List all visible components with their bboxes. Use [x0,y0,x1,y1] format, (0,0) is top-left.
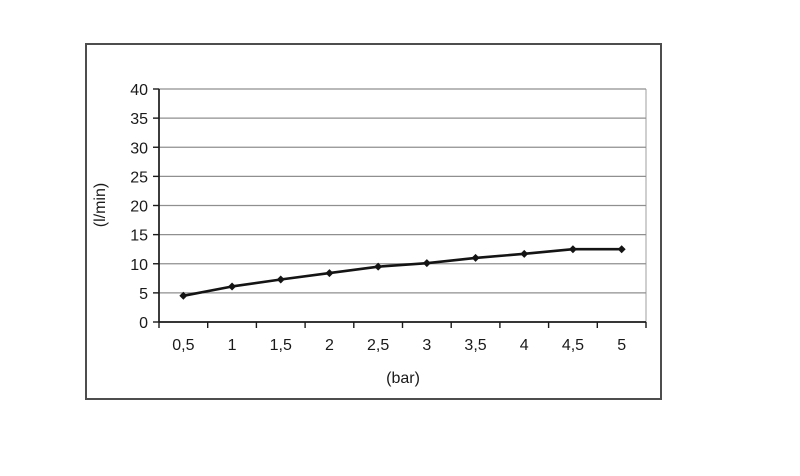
y-tick-label: 30 [130,140,148,157]
data-point-marker [276,275,285,284]
y-axis-title: (l/min) [92,183,109,227]
data-point-marker [471,253,480,262]
y-tick-label: 25 [130,169,148,186]
x-axis-title: (bar) [386,370,420,387]
y-tick-label: 0 [139,315,148,332]
x-tick-label: 4 [520,337,529,354]
x-tick-label: 1,5 [270,337,292,354]
data-point-marker [325,269,334,278]
y-tick-label: 35 [130,111,148,128]
x-tick-label: 4,5 [562,337,584,354]
x-tick-label: 3,5 [464,337,486,354]
x-tick-label: 0,5 [172,337,194,354]
data-point-marker [228,282,237,291]
data-point-marker [179,291,188,300]
x-tick-label: 1 [228,337,237,354]
y-tick-label: 10 [130,257,148,274]
data-point-marker [617,245,626,254]
x-tick-label: 3 [422,337,431,354]
series-line [183,247,622,298]
data-point-marker [520,249,529,258]
data-point-marker [374,262,383,271]
data-point-marker [422,259,431,268]
plot-area: 0 5 10 15 20 25 30 35 40 0,5 1 1,5 2 2,5 3 3,5 4 4,5 5 [130,82,647,354]
flow-rate-line-chart: 0 5 10 15 20 25 30 35 40 0,5 1 1,5 2 2,5 3 3,5 4 4,5 5 (l/… [92,82,647,387]
y-tick-label: 5 [139,286,148,303]
y-tick-label: 40 [130,82,148,99]
x-tick-label: 5 [617,337,626,354]
y-tick-label: 15 [130,228,148,245]
x-tick-label: 2 [325,337,334,354]
data-point-marker [568,245,577,254]
x-tick-label: 2,5 [367,337,389,354]
chart-frame: 0 5 10 15 20 25 30 35 40 0,5 1 1,5 2 2,5 3 3,5 4 4,5 5 (l/… [85,43,662,400]
y-tick-label: 20 [130,199,148,216]
